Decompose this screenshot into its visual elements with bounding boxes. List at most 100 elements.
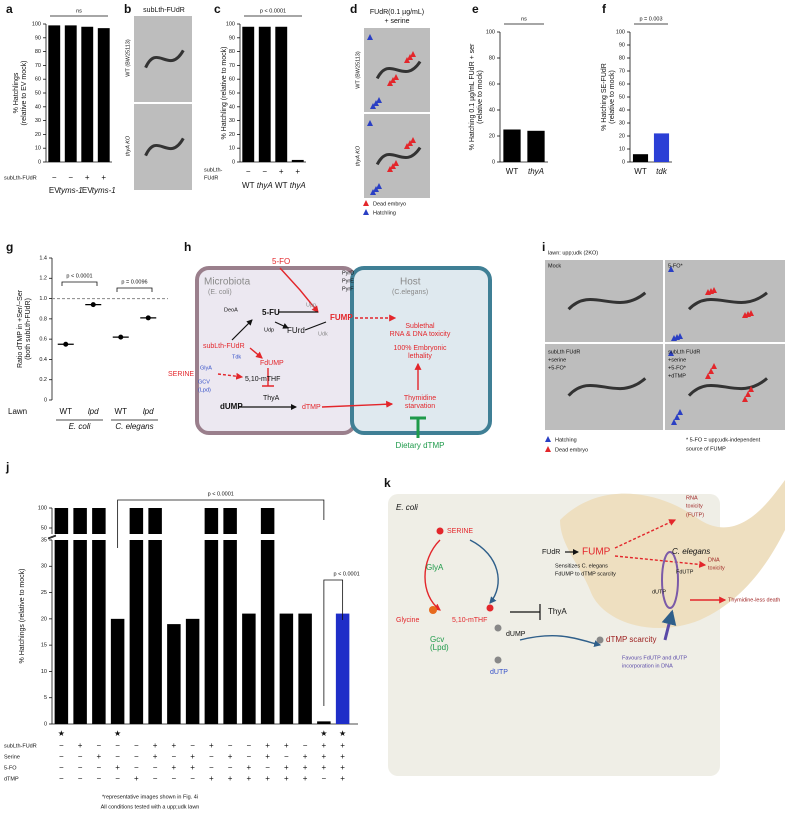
label: SERINE [168, 371, 194, 378]
marker [376, 97, 382, 103]
label: +5-FO* [668, 365, 687, 371]
bar [335, 613, 350, 724]
marker [393, 160, 399, 166]
node [436, 527, 444, 535]
label: 80 [229, 49, 235, 55]
bar [503, 129, 521, 162]
label: − [247, 741, 252, 750]
label: 10 [619, 146, 625, 152]
arrow [614, 555, 707, 568]
label: 1.2 [39, 276, 47, 282]
label: 100 [226, 21, 235, 27]
label: − [134, 752, 139, 761]
label: 90 [35, 35, 41, 41]
label: % Hatchling (relative to mock) [221, 47, 228, 140]
label: + [115, 763, 120, 772]
panel-label: j [5, 460, 9, 474]
arrow [424, 539, 441, 611]
bar-upper [54, 508, 69, 534]
label: − [59, 741, 64, 750]
label: + [284, 763, 289, 772]
bar [64, 25, 77, 162]
marker [668, 266, 674, 272]
label: 40 [229, 104, 235, 110]
label: − [59, 774, 64, 783]
label: + [85, 173, 90, 182]
marker [367, 120, 373, 126]
label: − [59, 752, 64, 761]
label: tyms-1 [59, 186, 83, 195]
label: lpd [143, 407, 154, 416]
bar-upper [92, 508, 106, 534]
label: 60 [619, 81, 625, 87]
label: 5-FO [272, 257, 290, 266]
dot [63, 341, 69, 347]
label: (Lpd) [198, 387, 211, 393]
label: 0 [622, 159, 625, 165]
label: + [209, 774, 214, 783]
label: % Hatching SE-FUdR [601, 63, 608, 131]
host-box [350, 266, 492, 435]
label: thyA KO [355, 145, 361, 166]
label: 50 [619, 94, 625, 100]
label: incorporation in DNA [622, 663, 673, 669]
label: dUMP [506, 631, 526, 638]
label: WT [275, 181, 288, 190]
marker [410, 51, 416, 57]
bracket [323, 579, 344, 706]
panel-label: k [384, 476, 391, 490]
label: Dead embryo [373, 201, 406, 207]
label: 20 [489, 133, 495, 139]
arrow [274, 321, 289, 329]
arrow [217, 372, 244, 380]
label: − [52, 173, 57, 182]
label: − [303, 741, 308, 750]
label: − [115, 774, 120, 783]
bar-upper [129, 508, 144, 534]
label: 70 [35, 63, 41, 69]
arrow [661, 609, 677, 641]
marker [742, 396, 748, 402]
marker [674, 414, 680, 420]
label: + [322, 752, 327, 761]
label: subLth-FUdR [143, 7, 185, 14]
bar [167, 624, 181, 724]
arrow [279, 267, 319, 313]
marker [393, 74, 399, 80]
label: 0.6 [39, 337, 47, 343]
label: + [153, 741, 158, 750]
marker [376, 183, 382, 189]
label: − [115, 752, 120, 761]
legend-marker [363, 209, 369, 215]
label: Udp [264, 327, 274, 333]
label: − [265, 763, 270, 772]
label: − [78, 774, 83, 783]
star: ★ [58, 729, 65, 738]
label: Ratio dTMP in +Ser/−Ser [17, 289, 24, 368]
label: + [295, 167, 300, 176]
label: − [68, 173, 73, 182]
label: Microbiota [204, 277, 251, 288]
arrow [249, 347, 263, 359]
label: + [228, 774, 233, 783]
label: FUdR(0.1 µg/mL) [370, 9, 424, 16]
label: 5-FO [4, 765, 17, 771]
inhibition [510, 604, 541, 620]
label: 30 [229, 118, 235, 124]
label: 50 [35, 90, 41, 96]
label: RNA [686, 495, 698, 501]
marker [711, 287, 717, 293]
label: 20 [35, 132, 41, 138]
panel-label: i [542, 240, 545, 254]
marker [410, 137, 416, 143]
label: − [153, 763, 158, 772]
bar [527, 130, 545, 162]
label: *representative images shown in Fig. 4i [102, 794, 198, 800]
label: subLth-FUdR [4, 743, 37, 749]
label: 100 [32, 21, 41, 27]
bar [317, 721, 331, 724]
label: (C.elegans) [392, 289, 428, 296]
label: − [59, 763, 64, 772]
label: + [247, 774, 252, 783]
label: p < 0.0001 [208, 491, 234, 497]
